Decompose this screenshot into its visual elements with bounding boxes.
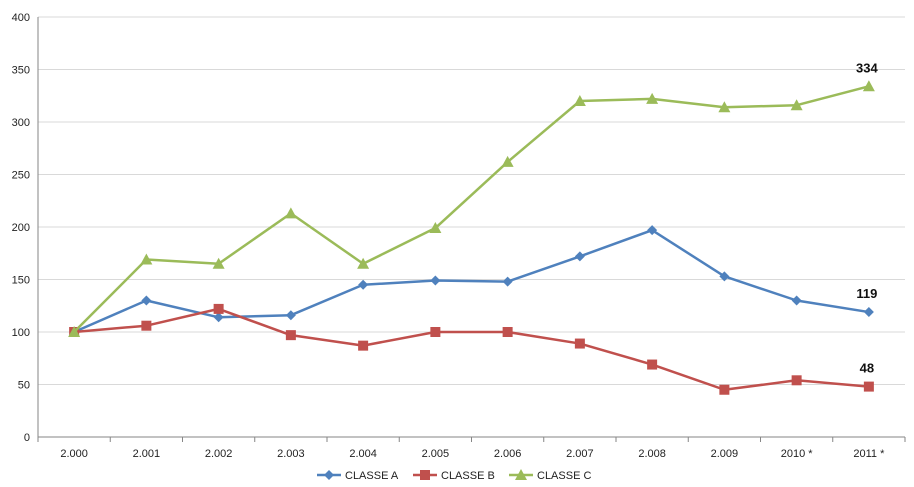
y-tick-label: 100 [12,327,30,339]
data-point [358,279,369,290]
legend-item-classe-c: CLASSE C [509,469,591,482]
data-point [213,303,224,314]
data-point [430,327,441,337]
data-point [863,307,874,318]
x-tick-label: 2.006 [494,448,522,460]
y-tick-label: 300 [12,117,30,129]
x-tick-label: 2010 * [781,448,814,460]
data-point [212,257,225,269]
data-point [141,295,152,306]
data-point [863,381,874,392]
legend-label: CLASSE C [537,470,591,482]
data-point [647,225,658,236]
data-point [213,312,224,323]
x-tick-label: 2.005 [422,448,450,460]
data-point [141,320,152,331]
data-point [719,271,730,282]
x-tick-label: 2.009 [711,448,739,460]
gridlines [38,16,905,385]
legend-label: CLASSE B [441,470,495,482]
data-label: 334 [856,60,878,75]
x-tick-label: 2.008 [638,448,666,460]
legend-marker [515,469,527,480]
y-tick-label: 350 [12,65,30,77]
data-point [430,275,441,286]
labels: 119 48 334 [856,60,878,375]
x-tick-label: 2.004 [349,448,377,460]
x-tick-label: 2.001 [133,448,161,460]
y-tick-label: 200 [12,222,30,234]
series-classe-b [69,303,874,395]
data-point [358,340,369,351]
data-point [501,155,514,167]
x-tick-label: 2011 * [853,448,885,460]
data-point [791,295,802,306]
data-point [647,359,658,370]
data-point [574,338,585,349]
legend: CLASSE A CLASSE B CLASSE C [317,469,591,482]
series-line [73,228,870,334]
data-point [357,257,370,269]
series-line [73,85,870,333]
data-point [140,253,153,265]
series-classe-c [68,80,875,337]
data-point [790,99,803,111]
data-point [719,384,730,395]
data-point [429,222,442,234]
legend-item-classe-b: CLASSE B [413,470,495,482]
x-tick-label: 2.007 [566,448,594,460]
legend-marker [420,470,430,480]
series-line [74,307,869,391]
data-point [285,330,296,341]
data-point [574,251,585,262]
legend-label: CLASSE A [345,470,399,482]
series [68,80,875,395]
x-tick-label: 2.000 [60,448,88,460]
legend-item-classe-a: CLASSE A [317,470,399,482]
data-point [718,101,731,113]
series-classe-a [69,225,874,337]
data-point [284,207,297,219]
data-point [573,95,586,106]
data-point [285,310,296,321]
x-tick-label: 2.002 [205,448,233,460]
y-tick-label: 0 [24,432,30,444]
data-point [791,375,802,386]
data-point [502,327,513,337]
y-tick-label: 400 [12,12,30,24]
axes: 0 50 100 150 200 250 300 350 400 2.000 2.001 2.002 2… [12,12,906,460]
y-tick-label: 50 [18,380,30,392]
data-label: 119 [856,286,877,301]
data-label: 48 [860,361,874,376]
y-tick-label: 250 [12,170,30,182]
data-point [502,276,513,287]
data-point [862,80,875,92]
data-point [68,326,81,337]
legend-marker [324,470,334,480]
x-tick-label: 2.003 [277,448,305,460]
y-tick-label: 150 [12,275,30,287]
data-point [646,92,659,104]
